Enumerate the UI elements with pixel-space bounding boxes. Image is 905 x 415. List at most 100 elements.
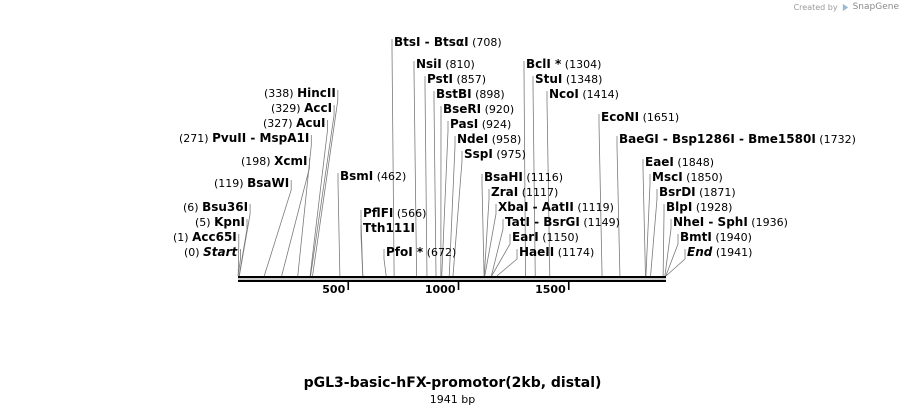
credit-text: Created by [793,2,838,12]
site-label-ndei[interactable]: NdeI (958) [457,132,521,146]
site-position: (1936) [751,216,788,229]
site-enzyme-name: BsrDI [659,185,696,199]
svg-text:EarI (1150): EarI (1150) [512,230,579,244]
snapgene-credit: Created by SnapGene [794,2,899,12]
svg-text:BsmI (462): BsmI (462) [340,169,406,183]
site-enzyme-name: BtsI [394,35,421,49]
site-enzyme-name: TatI [505,215,530,229]
site-position: (462) [377,170,407,183]
leader-line-baegi [616,136,621,277]
site-position: (1119) [577,201,614,214]
site-label-hincii[interactable]: (338) HincII [264,86,336,100]
site-enzyme-name: ZraI [491,185,518,199]
site-position: (1941) [716,246,753,259]
leader-line-pflfi [360,210,364,277]
site-label-ncoi[interactable]: NcoI (1414) [549,87,619,101]
site-label-bstbi[interactable]: BstBI (898) [436,87,505,101]
site-enzyme-name: Bsu36I [202,200,248,214]
site-label-msci[interactable]: MscI (1850) [652,170,723,184]
site-label-bsu36i[interactable]: (6) Bsu36I [183,200,248,214]
leader-line-xbai [484,204,497,277]
site-label-eari[interactable]: EarI (1150) [512,230,579,244]
site-label-pfoi[interactable]: PfoI * (672) [386,245,456,259]
leader-line-blpi [662,204,665,277]
site-position: (271) [179,132,209,145]
site-enzyme-name: BtsαI [434,35,469,49]
site-position: (1850) [686,171,723,184]
site-enzyme-name: Tth111I [363,221,415,235]
svg-text:BtsI - BtsαI (708): BtsI - BtsαI (708) [394,35,502,49]
leader-line-haeii [496,249,518,277]
site-label-haeii[interactable]: HaeII (1174) [519,245,594,259]
credit-brand: SnapGene [852,2,899,12]
leader-line-pfoi [383,249,387,277]
site-label-xbai[interactable]: XbaI - AatII (1119) [498,200,614,214]
site-label-xcmi[interactable]: (198) XcmI [241,154,307,168]
leader-line-econi [598,114,603,277]
site-label-bsmi[interactable]: BsmI (462) [340,169,406,183]
site-label-stui[interactable]: StuI (1348) [535,72,602,86]
site-label-bsahi[interactable]: BsaHI (1116) [484,170,563,184]
svg-text:(329) AccI: (329) AccI [271,101,332,115]
tick-label: 1000 [425,283,456,296]
site-separator: - [659,132,672,146]
site-label-acui[interactable]: (327) AcuI [263,116,326,130]
site-label-bcli[interactable]: BclI * (1304) [526,57,601,71]
leader-line-eari [491,234,511,277]
site-label-tati[interactable]: TatI - BsrGI (1149) [505,215,620,229]
site-enzyme-name: BsmI [340,169,373,183]
leader-line-end [665,249,686,277]
site-label-zrai[interactable]: ZraI (1117) [491,185,558,199]
site-label-bseri[interactable]: BseRI (920) [443,102,514,116]
site-label-nhei[interactable]: NheI - SphI (1936) [673,215,788,229]
site-position: (329) [271,102,301,115]
site-enzyme-name: XbaI [498,200,528,214]
site-position: (920) [485,103,515,116]
site-position: (1149) [583,216,620,229]
leader-line-ncoi [546,91,551,277]
site-label-eaei[interactable]: EaeI (1848) [645,155,714,169]
leader-line-start [237,249,241,277]
svg-text:BsrDI (1871): BsrDI (1871) [659,185,736,199]
site-label-tth111i[interactable]: Tth111I [363,221,415,235]
site-label-bsawi[interactable]: (119) BsaWI [214,176,289,190]
site-label-baegi[interactable]: BaeGI - Bsp1286I - Bme1580I (1732) [619,132,856,146]
site-label-sspi[interactable]: SspI (975) [464,147,526,161]
site-position: (1304) [565,58,602,71]
svg-text:BmtI (1940): BmtI (1940) [680,230,752,244]
site-enzyme-name: Acc65I [192,230,237,244]
leader-line-bstbi [433,91,437,277]
site-label-pflfi[interactable]: PflFI (566) [363,206,426,220]
leader-line-bsawi [263,180,292,277]
site-label-bmti[interactable]: BmtI (1940) [680,230,752,244]
svg-text:BclI * (1304): BclI * (1304) [526,57,601,71]
leader-line-bsrdi [650,189,658,277]
site-label-start[interactable]: (0) Start [184,245,238,259]
site-label-acci[interactable]: (329) AccI [271,101,332,115]
site-label-psti[interactable]: PstI (857) [427,72,486,86]
site-label-acc65i[interactable]: (1) Acc65I [173,230,237,244]
svg-text:(198) XcmI: (198) XcmI [241,154,307,168]
site-label-nsii[interactable]: NsiI (810) [416,57,475,71]
site-enzyme-name: PvuII [212,131,246,145]
site-position: (708) [472,36,502,49]
site-label-econi[interactable]: EcoNI (1651) [601,110,679,124]
site-enzyme-name: BsrGI [543,215,580,229]
site-position: (958) [492,133,522,146]
site-label-pasi[interactable]: PasI (924) [450,117,511,131]
site-label-btsi[interactable]: BtsI - BtsαI (708) [394,35,502,49]
site-label-end[interactable]: End (1941) [687,245,752,259]
site-enzyme-name: BmtI [680,230,712,244]
site-enzyme-name: BlpI [666,200,692,214]
site-label-bsrdi[interactable]: BsrDI (1871) [659,185,736,199]
snapgene-logo-icon [842,3,848,11]
site-enzyme-name: BseRI [443,102,481,116]
site-position: (1348) [566,73,603,86]
leader-line-acci [310,105,335,277]
site-label-pvuii[interactable]: (271) PvuII - MspA1I [179,131,309,145]
site-label-kpni[interactable]: (5) KpnI [195,215,245,229]
site-label-blpi[interactable]: BlpI (1928) [666,200,732,214]
site-separator: - [421,35,434,49]
site-position: (1414) [582,88,619,101]
leader-line-eaei [642,159,646,277]
